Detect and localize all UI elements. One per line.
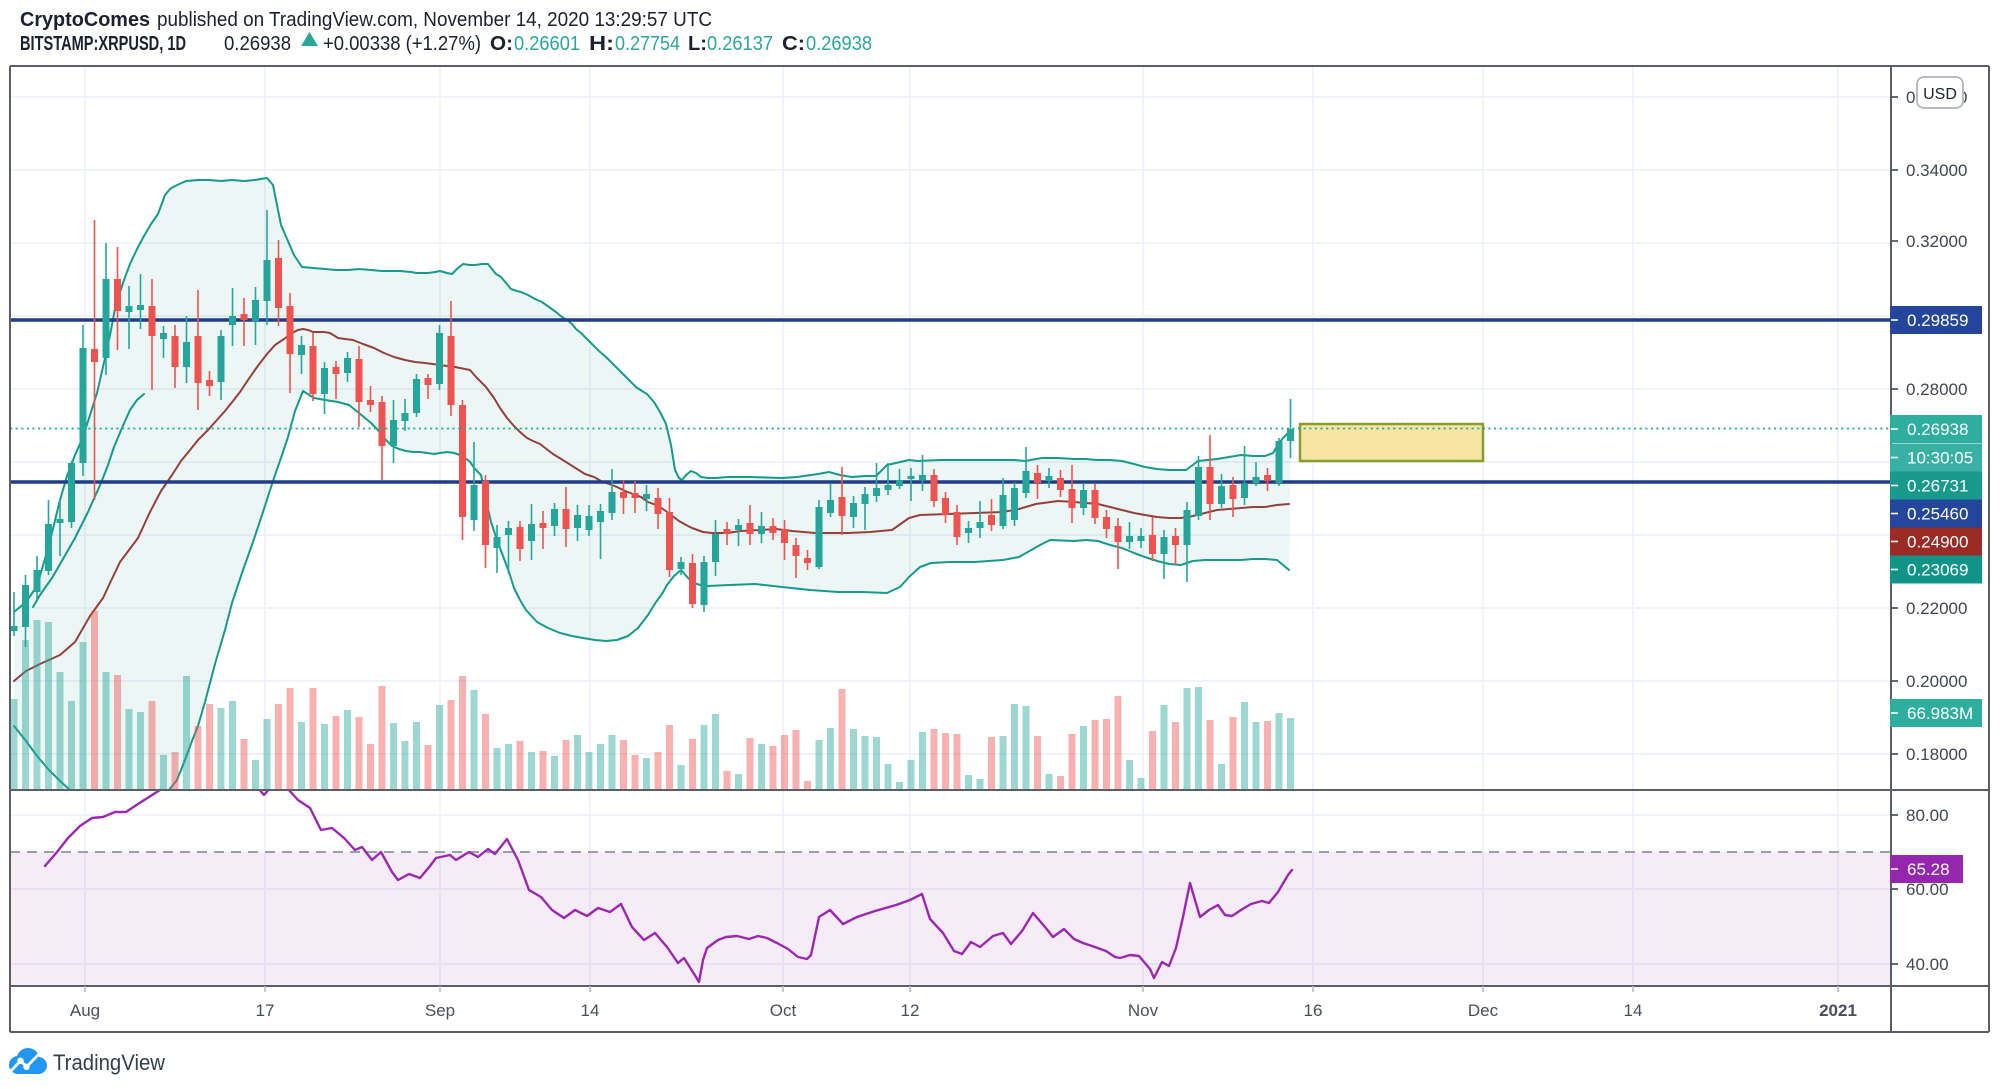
svg-text:0.26938: 0.26938	[1907, 420, 1968, 439]
svg-text:60.00: 60.00	[1906, 880, 1949, 899]
svg-text:40.00: 40.00	[1906, 955, 1949, 974]
svg-text:+0.00338 (+1.27%): +0.00338 (+1.27%)	[323, 33, 481, 55]
svg-text:0.27754: 0.27754	[615, 33, 680, 55]
svg-text:12: 12	[901, 1001, 920, 1020]
svg-text:0.20000: 0.20000	[1906, 672, 1967, 691]
svg-text:Nov: Nov	[1128, 1001, 1159, 1020]
svg-text:0.23069: 0.23069	[1907, 561, 1968, 580]
svg-text:published on TradingView.com,: published on TradingView.com, November 1…	[157, 9, 712, 31]
svg-text:0.22000: 0.22000	[1906, 599, 1967, 618]
svg-text:16: 16	[1304, 1001, 1323, 1020]
svg-text:0.24900: 0.24900	[1907, 533, 1968, 552]
svg-text:0.26731: 0.26731	[1907, 477, 1968, 496]
svg-text:TradingView: TradingView	[53, 1050, 165, 1075]
svg-text:2021: 2021	[1819, 1001, 1857, 1020]
svg-text:CryptoComes: CryptoComes	[20, 9, 150, 31]
svg-text:Aug: Aug	[70, 1001, 100, 1020]
svg-text:O:: O:	[490, 33, 513, 55]
svg-text:L:: L:	[688, 33, 707, 55]
svg-text:USD: USD	[1923, 86, 1957, 103]
svg-text:0.18000: 0.18000	[1906, 745, 1967, 764]
svg-text:Dec: Dec	[1468, 1001, 1499, 1020]
svg-text:H:: H:	[589, 33, 614, 55]
svg-text:0.26938: 0.26938	[224, 33, 291, 55]
svg-text:66.983M: 66.983M	[1907, 704, 1973, 723]
svg-text:0.32000: 0.32000	[1906, 232, 1967, 251]
svg-text:0.25460: 0.25460	[1907, 505, 1968, 524]
svg-text:14: 14	[581, 1001, 600, 1020]
svg-text:10:30:05: 10:30:05	[1907, 449, 1973, 468]
svg-text:65.28: 65.28	[1907, 860, 1950, 879]
svg-text:C:: C:	[782, 33, 805, 55]
svg-text:0.29859: 0.29859	[1907, 311, 1968, 330]
svg-text:0.26601: 0.26601	[514, 33, 580, 55]
svg-text:80.00: 80.00	[1906, 806, 1949, 825]
svg-text:Sep: Sep	[425, 1001, 455, 1020]
svg-text:0.28000: 0.28000	[1906, 380, 1967, 399]
svg-text:14: 14	[1624, 1001, 1643, 1020]
svg-text:BITSTAMP:XRPUSD, 1D: BITSTAMP:XRPUSD, 1D	[20, 33, 186, 55]
svg-text:Oct: Oct	[770, 1001, 797, 1020]
svg-text:0.26137: 0.26137	[707, 33, 773, 55]
svg-text:0.26938: 0.26938	[806, 33, 872, 55]
svg-text:0.34000: 0.34000	[1906, 161, 1967, 180]
svg-text:17: 17	[256, 1001, 275, 1020]
